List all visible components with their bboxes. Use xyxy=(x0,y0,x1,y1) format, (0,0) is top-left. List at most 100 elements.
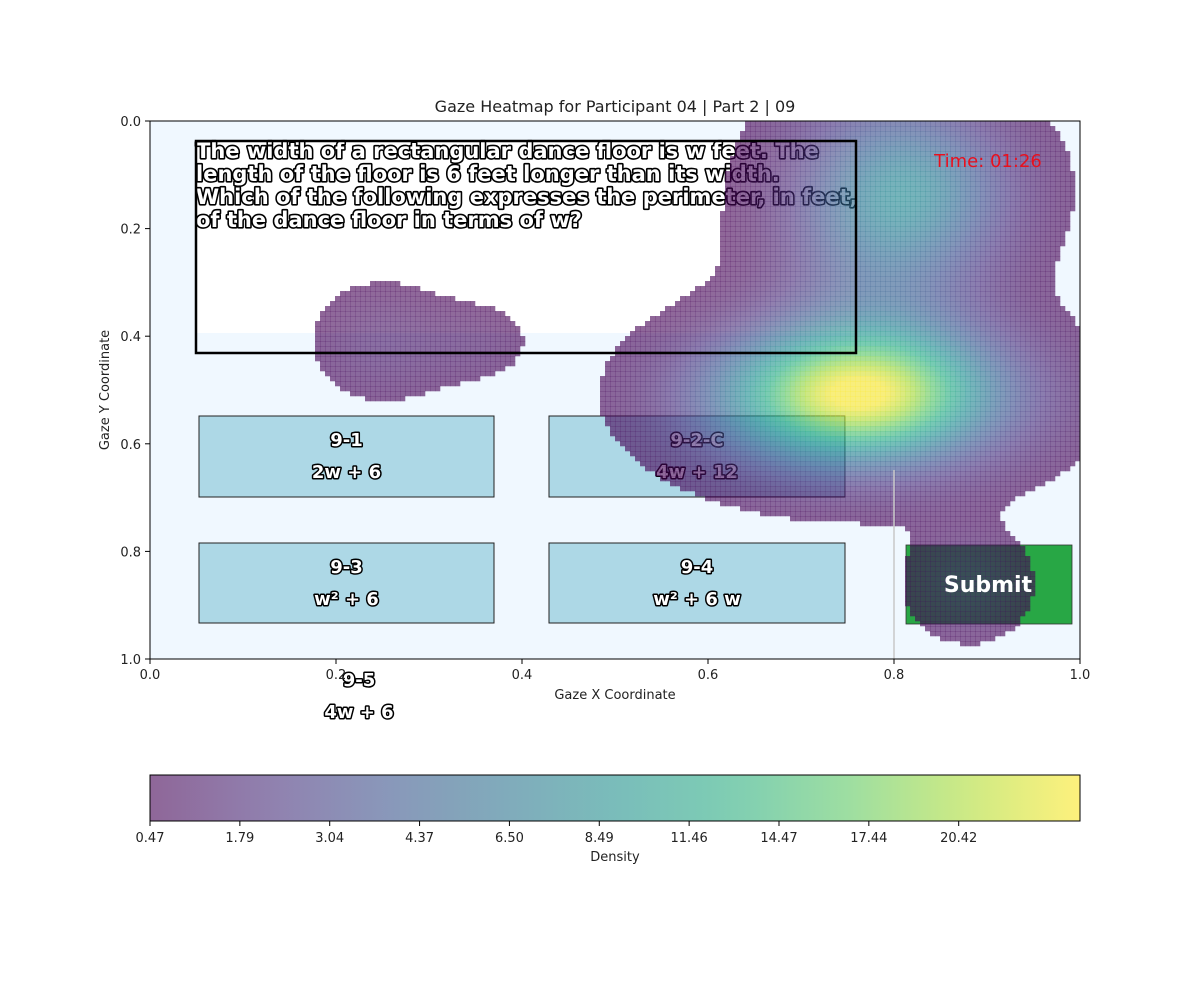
density-cell xyxy=(650,391,656,397)
density-cell xyxy=(1010,206,1016,212)
density-cell xyxy=(870,316,876,322)
density-cell xyxy=(845,146,851,152)
density-cell xyxy=(700,326,706,332)
density-cell xyxy=(605,371,611,377)
density-cell xyxy=(930,171,936,177)
density-cell xyxy=(1060,216,1066,222)
density-cell xyxy=(730,301,736,307)
density-cell xyxy=(970,286,976,292)
density-cell xyxy=(970,146,976,152)
density-cell xyxy=(395,286,401,292)
density-cell xyxy=(1065,321,1071,327)
density-cell xyxy=(660,346,666,352)
density-cell xyxy=(765,176,771,182)
density-cell xyxy=(410,371,416,377)
density-cell xyxy=(720,241,726,247)
density-cell xyxy=(920,276,926,282)
density-cell xyxy=(790,166,796,172)
density-cell xyxy=(820,181,826,187)
density-cell xyxy=(670,336,676,342)
density-cell xyxy=(750,196,756,202)
density-cell xyxy=(1035,346,1041,352)
density-cell xyxy=(785,171,791,177)
density-cell xyxy=(865,376,871,382)
density-cell xyxy=(835,236,841,242)
density-cell xyxy=(780,216,786,222)
density-cell xyxy=(840,276,846,282)
density-cell xyxy=(760,231,766,237)
density-cell xyxy=(880,316,886,322)
density-cell xyxy=(695,326,701,332)
density-cell xyxy=(685,376,691,382)
density-cell xyxy=(875,126,881,132)
density-cell xyxy=(800,311,806,317)
density-cell xyxy=(980,286,986,292)
density-cell xyxy=(1040,296,1046,302)
density-cell xyxy=(1025,376,1031,382)
density-cell xyxy=(690,376,696,382)
density-cell xyxy=(1030,136,1036,142)
density-cell xyxy=(715,371,721,377)
density-cell xyxy=(795,366,801,372)
density-cell xyxy=(740,206,746,212)
density-cell xyxy=(730,156,736,162)
density-cell xyxy=(905,181,911,187)
density-cell xyxy=(870,151,876,157)
density-cell xyxy=(810,271,816,277)
density-cell xyxy=(855,376,861,382)
density-cell xyxy=(665,366,671,372)
density-cell xyxy=(945,191,951,197)
density-cell xyxy=(785,321,791,327)
density-cell xyxy=(725,326,731,332)
density-cell xyxy=(970,366,976,372)
density-cell xyxy=(815,391,821,397)
density-cell xyxy=(810,166,816,172)
density-cell xyxy=(725,396,731,402)
density-cell xyxy=(480,306,486,312)
density-cell xyxy=(825,346,831,352)
density-cell xyxy=(460,356,466,362)
density-cell xyxy=(830,346,836,352)
density-cell xyxy=(935,236,941,242)
density-cell xyxy=(745,206,751,212)
density-cell xyxy=(730,256,736,262)
density-cell xyxy=(710,386,716,392)
density-cell xyxy=(725,261,731,267)
density-cell xyxy=(655,386,661,392)
density-cell xyxy=(890,341,896,347)
density-cell xyxy=(780,376,786,382)
density-cell xyxy=(1065,171,1071,177)
density-cell xyxy=(740,196,746,202)
density-cell xyxy=(795,336,801,342)
density-cell xyxy=(680,301,686,307)
density-cell xyxy=(465,321,471,327)
density-cell xyxy=(660,326,666,332)
density-cell xyxy=(390,371,396,377)
density-cell xyxy=(730,356,736,362)
density-cell xyxy=(1055,161,1061,167)
density-cell xyxy=(1065,176,1071,182)
density-cell xyxy=(410,321,416,327)
density-cell xyxy=(390,291,396,297)
density-cell xyxy=(410,296,416,302)
density-cell xyxy=(930,186,936,192)
density-cell xyxy=(490,336,496,342)
density-cell xyxy=(790,231,796,237)
density-cell xyxy=(980,251,986,257)
density-cell xyxy=(745,286,751,292)
density-cell xyxy=(1040,261,1046,267)
density-cell xyxy=(830,306,836,312)
density-cell xyxy=(365,371,371,377)
density-cell xyxy=(375,371,381,377)
density-cell xyxy=(495,311,501,317)
density-cell xyxy=(780,291,786,297)
density-cell xyxy=(995,256,1001,262)
density-cell xyxy=(740,231,746,237)
density-cell xyxy=(860,361,866,367)
density-cell xyxy=(785,246,791,252)
density-cell xyxy=(1065,186,1071,192)
density-cell xyxy=(920,391,926,397)
density-cell xyxy=(735,231,741,237)
density-cell xyxy=(950,206,956,212)
density-cell xyxy=(630,386,636,392)
